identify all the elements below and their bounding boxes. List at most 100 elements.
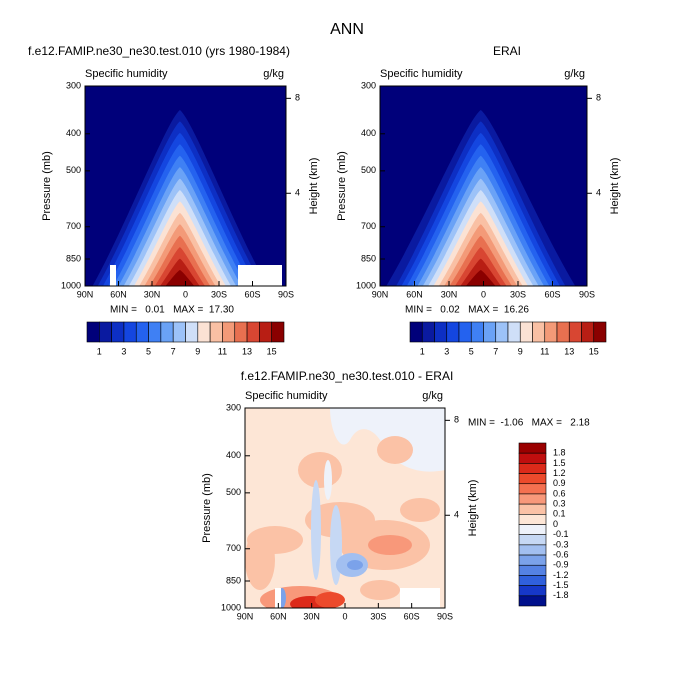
colorbar-box — [568, 321, 582, 343]
x-tick-label: 90S — [278, 289, 294, 299]
x-tick-label: 90S — [437, 611, 453, 621]
colorbar-label: 7 — [171, 346, 176, 356]
x-tick-label: 90N — [77, 289, 94, 299]
plot-title: f.e12.FAMIP.ne30_ne30.test.010 (yrs 1980… — [28, 44, 290, 58]
colorbar-box — [518, 503, 547, 515]
colorbar-box — [483, 321, 497, 343]
right-label: g/kg — [422, 390, 443, 402]
y-axis-label: Pressure (mb) — [201, 473, 213, 543]
x-tick-label: 30N — [441, 289, 458, 299]
y2-axis-label: Height (km) — [467, 480, 479, 537]
contour-band — [324, 460, 332, 500]
colorbar-box — [518, 585, 547, 597]
colorbar-box — [532, 321, 546, 343]
colorbar-label: 0 — [553, 519, 558, 529]
colorbar-box — [185, 321, 199, 343]
x-tick-label: 30S — [510, 289, 526, 299]
colorbar-box — [111, 321, 125, 343]
y-tick-label: 700 — [361, 221, 376, 231]
colorbar-box — [518, 595, 547, 607]
colorbar-box — [518, 564, 547, 576]
colorbar-box — [518, 514, 547, 525]
y-tick-label: 300 — [66, 80, 81, 90]
plot-title: f.e12.FAMIP.ne30_ne30.test.010 - ERAI — [241, 369, 454, 383]
y-tick-label: 300 — [361, 80, 376, 90]
colorbar-label: 3 — [444, 346, 449, 356]
colorbar-label: 13 — [564, 346, 574, 356]
colorbar-label: 0.6 — [553, 488, 566, 498]
x-tick-label: 60N — [110, 289, 127, 299]
x-tick-label: 30S — [211, 289, 227, 299]
colorbar-label: 0.3 — [553, 499, 566, 509]
y-axis-label: Pressure (mb) — [336, 151, 348, 221]
left-label: Specific humidity — [380, 68, 463, 80]
colorbar-box — [458, 321, 472, 343]
left-label: Specific humidity — [245, 390, 328, 402]
colorbar-box — [518, 452, 547, 464]
x-tick-label: 60N — [406, 289, 423, 299]
contour-band — [368, 535, 412, 555]
contour-band — [245, 530, 275, 590]
colorbar-label: -0.9 — [553, 560, 569, 570]
colorbar-label: 5 — [146, 346, 151, 356]
y-tick-label: 400 — [361, 128, 376, 138]
contour-band — [315, 592, 345, 608]
y2-tick-label: 4 — [454, 510, 459, 520]
colorbar-box — [259, 321, 272, 343]
x-tick-label: 90S — [579, 289, 595, 299]
colorbar-box — [446, 321, 460, 343]
y-tick-label: 500 — [66, 165, 81, 175]
y-tick-label: 400 — [226, 450, 241, 460]
x-tick-label: 90N — [237, 611, 254, 621]
x-tick-label: 60S — [544, 289, 560, 299]
y2-axis-label: Height (km) — [609, 158, 621, 215]
colorbar-box — [99, 321, 112, 343]
colorbar-label: -0.6 — [553, 549, 569, 559]
colorbar-label: -0.1 — [553, 529, 569, 539]
missing-region — [275, 588, 281, 608]
colorbar-label: 9 — [195, 346, 200, 356]
y2-tick-label: 8 — [454, 415, 459, 425]
y-tick-label: 700 — [226, 543, 241, 553]
contour-field — [85, 86, 286, 286]
plot-title: ERAI — [493, 44, 521, 58]
y-axis-label: Pressure (mb) — [41, 151, 53, 221]
x-tick-label: 0 — [481, 289, 486, 299]
x-tick-label: 30S — [370, 611, 386, 621]
contour-band — [400, 498, 440, 522]
colorbar-box — [518, 483, 547, 495]
colorbar-box — [518, 575, 547, 586]
page-title: ANN — [330, 21, 364, 38]
colorbar-box — [507, 321, 521, 343]
colorbar-box — [495, 321, 509, 343]
x-tick-label: 60S — [244, 289, 260, 299]
colorbar-box — [434, 321, 448, 343]
colorbar-box — [148, 321, 162, 343]
right-label: g/kg — [564, 68, 585, 80]
colorbar-label: -1.2 — [553, 570, 569, 580]
colorbar-box — [518, 473, 547, 485]
colorbar-label: 11 — [218, 346, 227, 356]
colorbar-label: 5 — [469, 346, 474, 356]
contour-band — [347, 560, 363, 570]
colorbar-box — [470, 321, 484, 343]
x-tick-label: 90N — [372, 289, 389, 299]
colorbar-box — [518, 442, 547, 454]
contour-band — [165, 270, 195, 286]
missing-region — [110, 265, 116, 286]
colorbar-label: 1.2 — [553, 468, 566, 478]
contour-field — [245, 408, 445, 608]
contour-band — [465, 270, 496, 286]
y-tick-label: 850 — [66, 253, 81, 263]
right-label: g/kg — [263, 68, 284, 80]
colorbar-box — [556, 321, 570, 343]
colorbar-box — [518, 534, 547, 546]
colorbar-label: -1.5 — [553, 580, 569, 590]
colorbar-label: 15 — [267, 346, 277, 356]
contour-band — [377, 436, 413, 464]
colorbar-box — [123, 321, 137, 343]
colorbar-box — [86, 321, 100, 343]
colorbar-label: 3 — [121, 346, 126, 356]
annotation: MIN = 0.02 MAX = 16.26 — [405, 305, 529, 316]
